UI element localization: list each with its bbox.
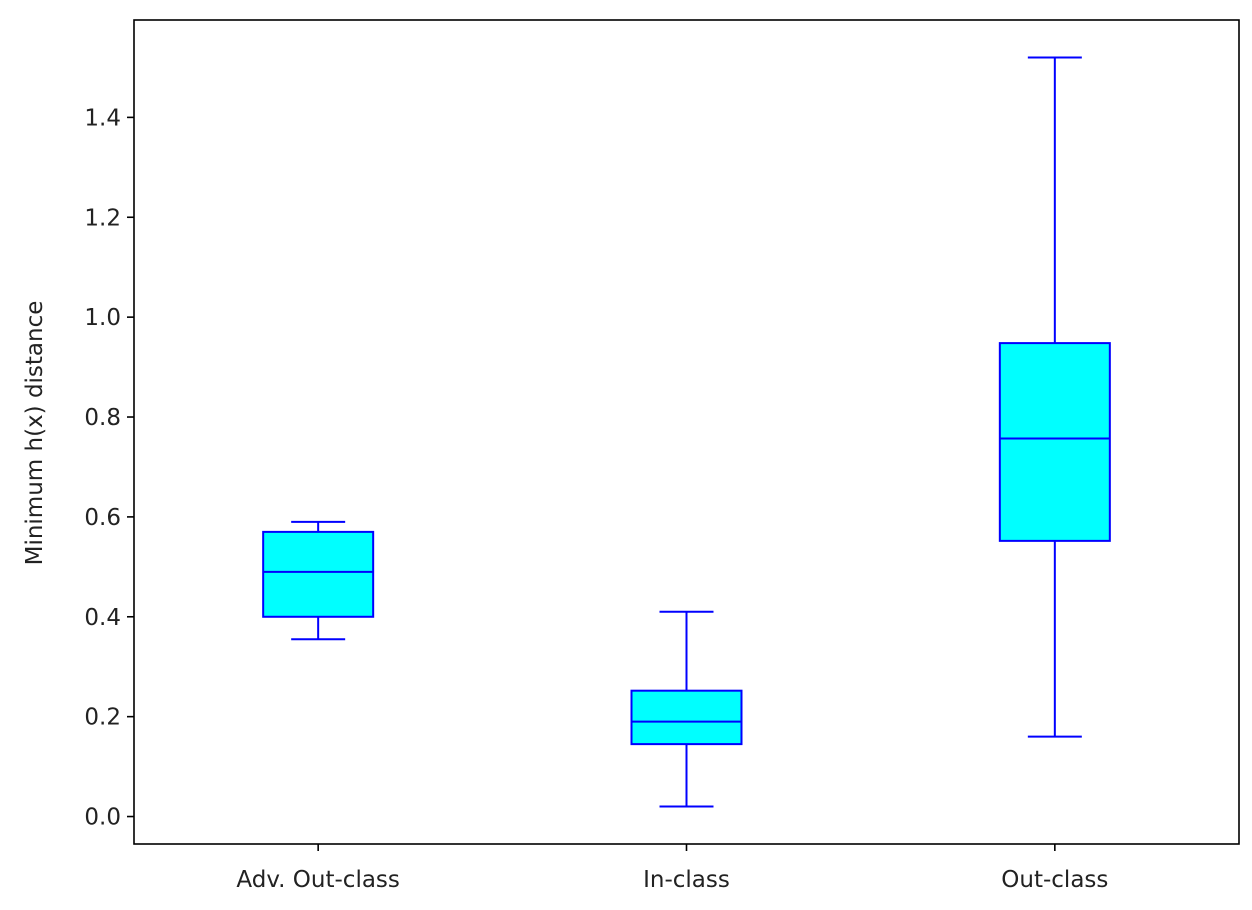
y-axis-title: Minimum h(x) distance xyxy=(22,301,48,566)
box-group xyxy=(998,56,1111,738)
axes-layer: 0.0 0.2 0.4 0.6 0.8 1.0 1.2 1.4 Adv. Out-class In… xyxy=(84,19,1240,893)
iqr-box xyxy=(262,530,375,618)
y-tick-label: 0.4 xyxy=(84,605,121,631)
boxes-layer xyxy=(262,56,1111,808)
y-tick-label: 0.6 xyxy=(84,505,121,531)
y-tick-label: 1.2 xyxy=(84,205,121,231)
y-tick-label: 1.0 xyxy=(84,305,121,331)
iqr-box xyxy=(630,689,743,746)
y-tick-label: 1.4 xyxy=(84,105,121,131)
box-group xyxy=(262,520,375,641)
x-tick-label: In-class xyxy=(643,867,730,893)
x-tick-label: Out-class xyxy=(1001,867,1108,893)
y-tick-label: 0.0 xyxy=(84,805,121,831)
y-tick-label: 0.2 xyxy=(84,705,121,731)
iqr-box xyxy=(998,342,1111,542)
x-tick-label: Adv. Out-class xyxy=(236,867,399,893)
box-group xyxy=(630,610,743,808)
y-tick-label: 0.8 xyxy=(84,405,121,431)
